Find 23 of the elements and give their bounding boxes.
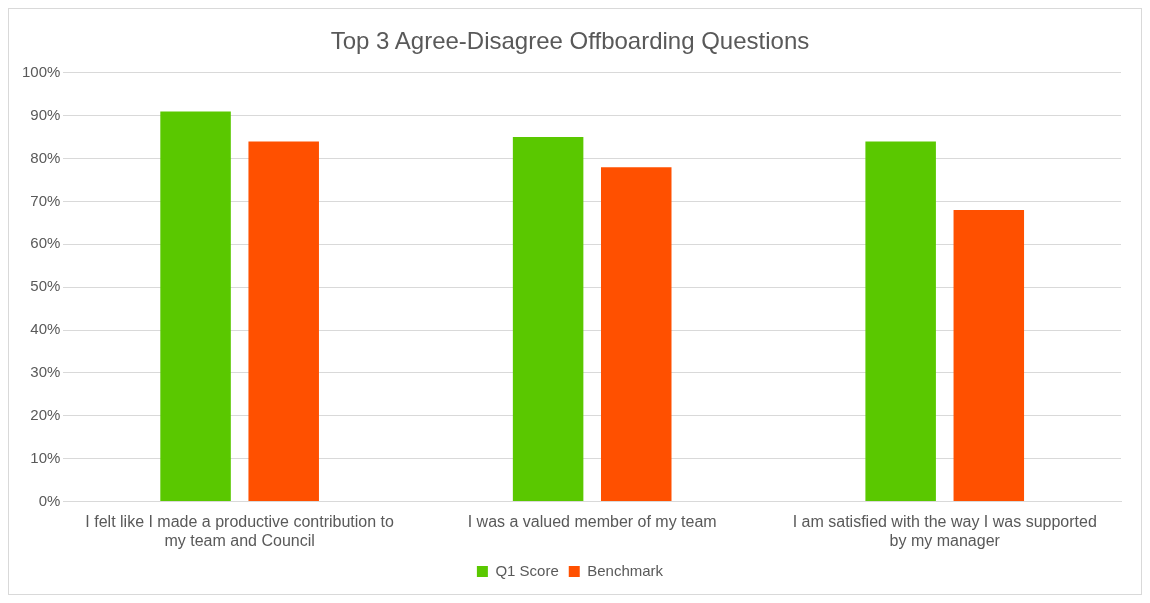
y-tick-label: 100% — [21, 62, 61, 80]
x-tick-label: I was a valued member of my team — [467, 512, 717, 530]
bar — [248, 141, 319, 502]
y-tick-label: 90% — [30, 105, 61, 123]
y-tick-label: 80% — [30, 148, 61, 166]
bar — [160, 111, 231, 502]
bar — [865, 141, 936, 502]
x-tick-label: I felt like I made a productive contribution to my team and Council — [85, 512, 395, 549]
bar — [512, 137, 584, 502]
chart-title: Top 3 Agree-Disagree Offboarding Questions — [330, 27, 810, 55]
y-tick-label: 50% — [30, 277, 61, 295]
bar — [601, 167, 672, 502]
y-tick-label: 60% — [30, 234, 61, 252]
y-tick-label: 0% — [38, 491, 61, 509]
legend-label: Q1 Score — [495, 561, 559, 579]
bar — [953, 210, 1025, 502]
x-tick-label: I am satisfied with the way I was supported by my manager — [792, 512, 1097, 549]
y-tick-label: 70% — [30, 191, 61, 209]
legend-label: Benchmark — [587, 561, 664, 579]
y-tick-label: 30% — [30, 363, 61, 381]
y-tick-label: 40% — [30, 320, 61, 338]
y-tick-label: 10% — [30, 448, 61, 466]
y-tick-label: 20% — [30, 405, 61, 423]
